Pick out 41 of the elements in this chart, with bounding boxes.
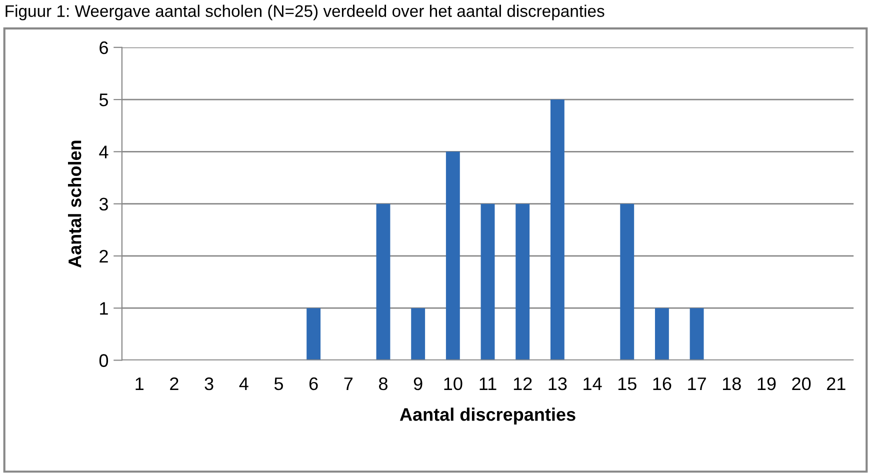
y-tick-label: 6	[100, 41, 108, 54]
bar	[376, 204, 390, 360]
x-tick-label: 6	[309, 377, 318, 390]
x-tick-label: 14	[584, 378, 602, 390]
x-tick-label: 8	[379, 377, 388, 390]
bar	[690, 308, 704, 360]
bar	[550, 100, 564, 360]
bar	[620, 204, 634, 360]
y-tick-label: 0	[99, 354, 108, 367]
x-tick-label: 11	[480, 378, 496, 390]
y-tick-label: 1	[100, 302, 108, 315]
x-tick-label: 18	[722, 377, 741, 390]
y-tick-label: 2	[100, 250, 108, 262]
x-tick-label: 1	[136, 378, 144, 390]
x-axis-title: Aantal discrepanties	[400, 408, 576, 424]
x-tick-label: 20	[792, 377, 811, 390]
bar	[446, 152, 460, 360]
chart-title: Figuur 1: Weergave aantal scholen (N=25) verdeeld over het aantal discrepanties	[6, 4, 604, 20]
bar	[480, 204, 495, 360]
x-tick-label: 16	[653, 377, 672, 390]
y-axis-title: Aantal scholen	[68, 140, 82, 268]
y-tick-label: 3	[99, 198, 108, 211]
y-tick-label: 5	[99, 94, 108, 106]
x-tick-label: 5	[274, 378, 283, 390]
bar	[654, 308, 669, 360]
x-tick-label: 13	[548, 377, 567, 390]
bar	[516, 204, 530, 360]
x-tick-label: 12	[514, 377, 532, 390]
x-tick-label: 3	[204, 377, 214, 390]
x-tick-label: 7	[344, 378, 353, 390]
x-tick-label: 4	[239, 378, 248, 390]
x-tick-label: 10	[444, 377, 462, 390]
x-tick-label: 17	[688, 378, 706, 390]
x-tick-label: 2	[170, 377, 178, 390]
y-tick-label: 4	[99, 146, 108, 158]
x-tick-label: 21	[827, 377, 846, 390]
x-tick-label: 9	[414, 377, 422, 390]
x-tick-label: 15	[618, 378, 636, 390]
x-tick-label: 19	[758, 377, 776, 390]
bar	[306, 308, 321, 360]
bar	[411, 308, 426, 360]
